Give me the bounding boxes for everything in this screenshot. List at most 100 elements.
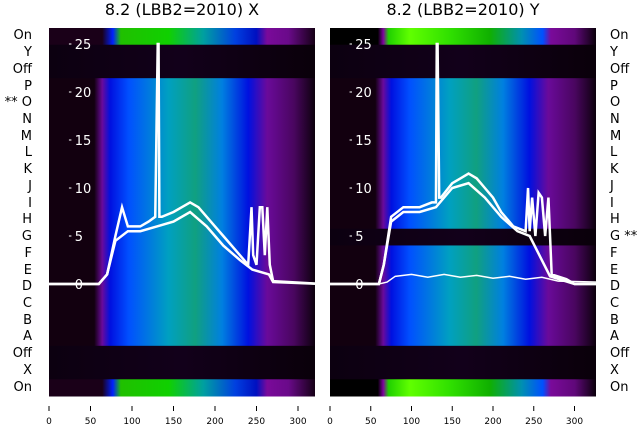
spectrum-line-spectrum-2 bbox=[330, 181, 599, 286]
row-label: M bbox=[20, 128, 32, 144]
heatmap-row bbox=[49, 212, 315, 230]
right-chart-title: 8.2 (LBB2=2010) Y bbox=[386, 0, 540, 19]
heatmap-row bbox=[49, 362, 315, 380]
x-tick-label: 0 bbox=[46, 417, 52, 427]
row-label: On bbox=[610, 28, 629, 44]
heatmap-row bbox=[330, 111, 596, 129]
heatmap-row bbox=[330, 212, 596, 230]
row-label: P bbox=[610, 78, 618, 94]
y-tick-label: 15 bbox=[355, 134, 372, 149]
row-label: D bbox=[610, 279, 621, 295]
y-tick-label: 0 bbox=[355, 278, 363, 293]
heatmap-row bbox=[49, 295, 315, 313]
row-label: On bbox=[610, 379, 629, 395]
row-label: Off bbox=[610, 346, 630, 362]
row-label: H bbox=[22, 212, 32, 228]
row-label: B bbox=[23, 312, 32, 328]
row-label: N bbox=[22, 112, 32, 127]
heatmap-row bbox=[330, 61, 596, 79]
row-label: P bbox=[24, 78, 32, 94]
row-label: L bbox=[610, 145, 618, 161]
heatmap-row bbox=[49, 78, 315, 96]
heatmap-row bbox=[49, 245, 315, 263]
heatmap-row bbox=[330, 94, 596, 113]
x-tick-label: 100 bbox=[123, 417, 140, 427]
heatmap-row bbox=[330, 128, 596, 146]
x-tick-label: 300 bbox=[566, 417, 583, 427]
row-label: B bbox=[610, 312, 619, 328]
y-tick-label: 5 bbox=[355, 230, 363, 245]
row-label: C bbox=[610, 296, 620, 311]
row-label: X bbox=[610, 362, 619, 378]
x-tick-label: 150 bbox=[444, 417, 461, 427]
y-tick-label: 5 bbox=[75, 230, 83, 245]
x-tick-label: 100 bbox=[403, 417, 420, 427]
x-tick-label: 0 bbox=[327, 417, 333, 427]
row-label: A bbox=[23, 329, 32, 345]
heatmap-row bbox=[330, 178, 596, 196]
row-label: J bbox=[28, 178, 32, 194]
heatmap-row bbox=[49, 28, 315, 46]
row-label: M bbox=[610, 128, 622, 144]
heatmap-row bbox=[49, 345, 315, 364]
row-label: O bbox=[610, 95, 621, 111]
heatmap-row bbox=[330, 262, 596, 280]
row-label: I bbox=[28, 195, 32, 211]
heatmap-row bbox=[330, 228, 596, 246]
row-label: On bbox=[13, 28, 32, 44]
row-label: F bbox=[24, 245, 32, 261]
row-label: L bbox=[24, 145, 32, 161]
y-tick-label: 15 bbox=[75, 134, 92, 149]
heatmap-row bbox=[330, 312, 596, 330]
row-label: Off bbox=[12, 346, 32, 362]
heatmap-row bbox=[49, 312, 315, 330]
row-label: Y bbox=[610, 45, 618, 61]
y-tick-label: 20 bbox=[75, 86, 92, 101]
heatmap-row bbox=[330, 44, 596, 62]
y-tick-label: 0 bbox=[75, 278, 83, 293]
heatmap-row bbox=[330, 195, 596, 213]
x-tick-label: 250 bbox=[248, 417, 265, 427]
heatmap-row bbox=[49, 111, 315, 129]
x-tick-label: 250 bbox=[525, 417, 542, 427]
row-label: F bbox=[610, 245, 618, 261]
x-tick-label: 200 bbox=[484, 417, 501, 427]
heatmap-row bbox=[330, 329, 596, 347]
row-label: G ** bbox=[610, 229, 638, 245]
row-label: E bbox=[610, 262, 619, 278]
heatmap-row bbox=[330, 379, 596, 397]
heatmap-row bbox=[330, 278, 596, 297]
heatmap-row bbox=[49, 195, 315, 213]
heatmap-row bbox=[49, 329, 315, 347]
x-tick-label: 200 bbox=[206, 417, 223, 427]
row-label: ** O bbox=[4, 95, 32, 111]
heatmap-row bbox=[330, 28, 596, 46]
row-label: E bbox=[23, 262, 32, 278]
heatmap-row bbox=[49, 262, 315, 280]
spectrum-line-spectrum-2 bbox=[49, 210, 323, 286]
row-label: G bbox=[21, 229, 32, 245]
heatmap-row bbox=[49, 379, 315, 397]
x-tick-label: 300 bbox=[289, 417, 306, 427]
heatmap-row bbox=[49, 128, 315, 146]
x-tick-label: 150 bbox=[165, 417, 182, 427]
row-label: C bbox=[22, 296, 32, 311]
heatmap-row bbox=[330, 245, 596, 263]
y-tick-label: 20 bbox=[355, 86, 372, 101]
row-label: J bbox=[610, 178, 614, 194]
heatmap-row bbox=[49, 161, 315, 180]
row-label: H bbox=[610, 212, 620, 228]
y-tick-label: 10 bbox=[75, 182, 92, 197]
row-label: K bbox=[23, 162, 32, 178]
row-label: A bbox=[610, 329, 619, 345]
x-tick-label: 50 bbox=[365, 417, 377, 427]
y-tick-label: 25 bbox=[355, 38, 372, 53]
row-label: Y bbox=[24, 45, 32, 61]
spectrum-line-spectrum bbox=[49, 42, 323, 286]
row-label: K bbox=[610, 162, 619, 178]
row-label: I bbox=[610, 195, 614, 211]
row-label: D bbox=[21, 279, 32, 295]
row-label: Off bbox=[610, 61, 630, 77]
heatmap-row bbox=[330, 345, 596, 364]
